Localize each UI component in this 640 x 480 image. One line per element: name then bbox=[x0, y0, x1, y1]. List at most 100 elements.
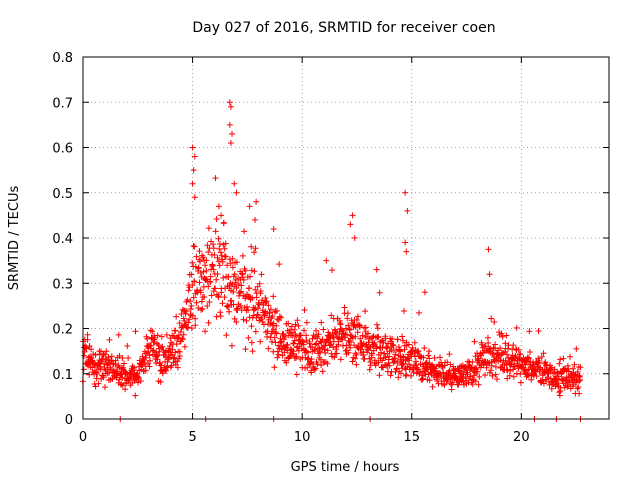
data-point bbox=[556, 389, 563, 396]
data-point bbox=[291, 326, 298, 333]
data-point bbox=[227, 103, 234, 110]
data-point bbox=[82, 344, 89, 351]
data-point bbox=[511, 363, 518, 370]
data-point bbox=[156, 348, 163, 355]
x-tick-label: 5 bbox=[188, 430, 196, 445]
data-point bbox=[415, 348, 422, 355]
data-point bbox=[504, 375, 511, 382]
x-tick-label: 10 bbox=[294, 430, 311, 445]
data-point bbox=[517, 370, 524, 377]
data-point bbox=[173, 313, 180, 320]
data-point bbox=[276, 261, 283, 268]
data-point bbox=[214, 271, 221, 278]
data-point bbox=[118, 381, 125, 388]
data-point bbox=[395, 374, 402, 381]
data-point bbox=[326, 342, 333, 349]
data-point bbox=[238, 288, 245, 295]
data-point bbox=[420, 354, 427, 361]
data-point bbox=[198, 298, 205, 305]
data-point bbox=[267, 319, 274, 326]
data-point bbox=[240, 276, 247, 283]
data-point bbox=[308, 356, 315, 363]
data-point bbox=[353, 351, 360, 358]
data-point bbox=[221, 253, 228, 260]
data-point bbox=[117, 370, 124, 377]
data-point bbox=[389, 341, 396, 348]
data-point bbox=[513, 324, 520, 331]
data-point bbox=[284, 341, 291, 348]
data-point bbox=[229, 264, 236, 271]
data-point bbox=[102, 351, 109, 358]
data-point bbox=[211, 251, 218, 258]
data-point bbox=[315, 331, 322, 338]
data-point bbox=[191, 243, 198, 250]
data-point bbox=[290, 340, 297, 347]
data-point bbox=[293, 353, 300, 360]
data-point bbox=[347, 221, 354, 228]
data-point bbox=[155, 341, 162, 348]
data-point bbox=[526, 349, 533, 356]
data-point bbox=[253, 198, 260, 205]
data-point bbox=[376, 289, 383, 296]
data-point bbox=[507, 367, 514, 374]
data-point bbox=[226, 99, 233, 106]
data-point bbox=[295, 337, 302, 344]
data-point bbox=[202, 262, 209, 269]
data-point bbox=[200, 268, 207, 275]
data-point bbox=[93, 375, 100, 382]
data-point bbox=[124, 342, 131, 349]
data-point bbox=[324, 360, 331, 367]
data-point bbox=[341, 304, 348, 311]
data-point bbox=[210, 245, 217, 252]
data-point bbox=[365, 330, 372, 337]
data-point bbox=[416, 309, 423, 316]
data-point bbox=[318, 319, 325, 326]
data-point bbox=[503, 351, 510, 358]
data-point bbox=[226, 121, 233, 128]
data-point bbox=[394, 336, 401, 343]
data-point bbox=[447, 380, 454, 387]
data-point bbox=[375, 333, 382, 340]
data-point bbox=[190, 294, 197, 301]
data-point bbox=[231, 180, 238, 187]
data-point bbox=[252, 286, 259, 293]
data-point bbox=[214, 254, 221, 261]
data-point bbox=[97, 360, 104, 367]
data-point bbox=[190, 242, 197, 249]
data-point bbox=[212, 285, 219, 292]
axis-ticks bbox=[82, 56, 609, 420]
data-point bbox=[456, 363, 463, 370]
data-point bbox=[241, 228, 248, 235]
data-point bbox=[100, 374, 107, 381]
data-point bbox=[199, 305, 206, 312]
data-point bbox=[292, 321, 299, 328]
data-point bbox=[197, 269, 204, 276]
data-point bbox=[115, 331, 122, 338]
data-point bbox=[502, 340, 509, 347]
data-point bbox=[215, 294, 222, 301]
data-point bbox=[193, 299, 200, 306]
data-point bbox=[223, 332, 230, 339]
data-point bbox=[337, 356, 344, 363]
data-point bbox=[376, 372, 383, 379]
data-point bbox=[386, 353, 393, 360]
data-point bbox=[147, 357, 153, 364]
data-point bbox=[207, 278, 214, 285]
data-point bbox=[429, 383, 436, 390]
data-point bbox=[276, 313, 283, 320]
data-point bbox=[251, 306, 258, 313]
data-point bbox=[188, 271, 195, 278]
data-point bbox=[297, 332, 304, 339]
y-tick-label: 0.3 bbox=[52, 277, 73, 292]
data-point bbox=[148, 342, 155, 349]
data-point bbox=[228, 342, 235, 349]
data-point bbox=[191, 194, 198, 201]
data-point bbox=[540, 380, 547, 387]
data-point bbox=[488, 362, 495, 369]
data-point bbox=[212, 175, 219, 182]
data-point bbox=[482, 372, 489, 379]
data-point bbox=[93, 369, 100, 376]
data-point bbox=[397, 348, 404, 355]
data-point bbox=[533, 373, 540, 380]
data-point bbox=[472, 378, 479, 385]
